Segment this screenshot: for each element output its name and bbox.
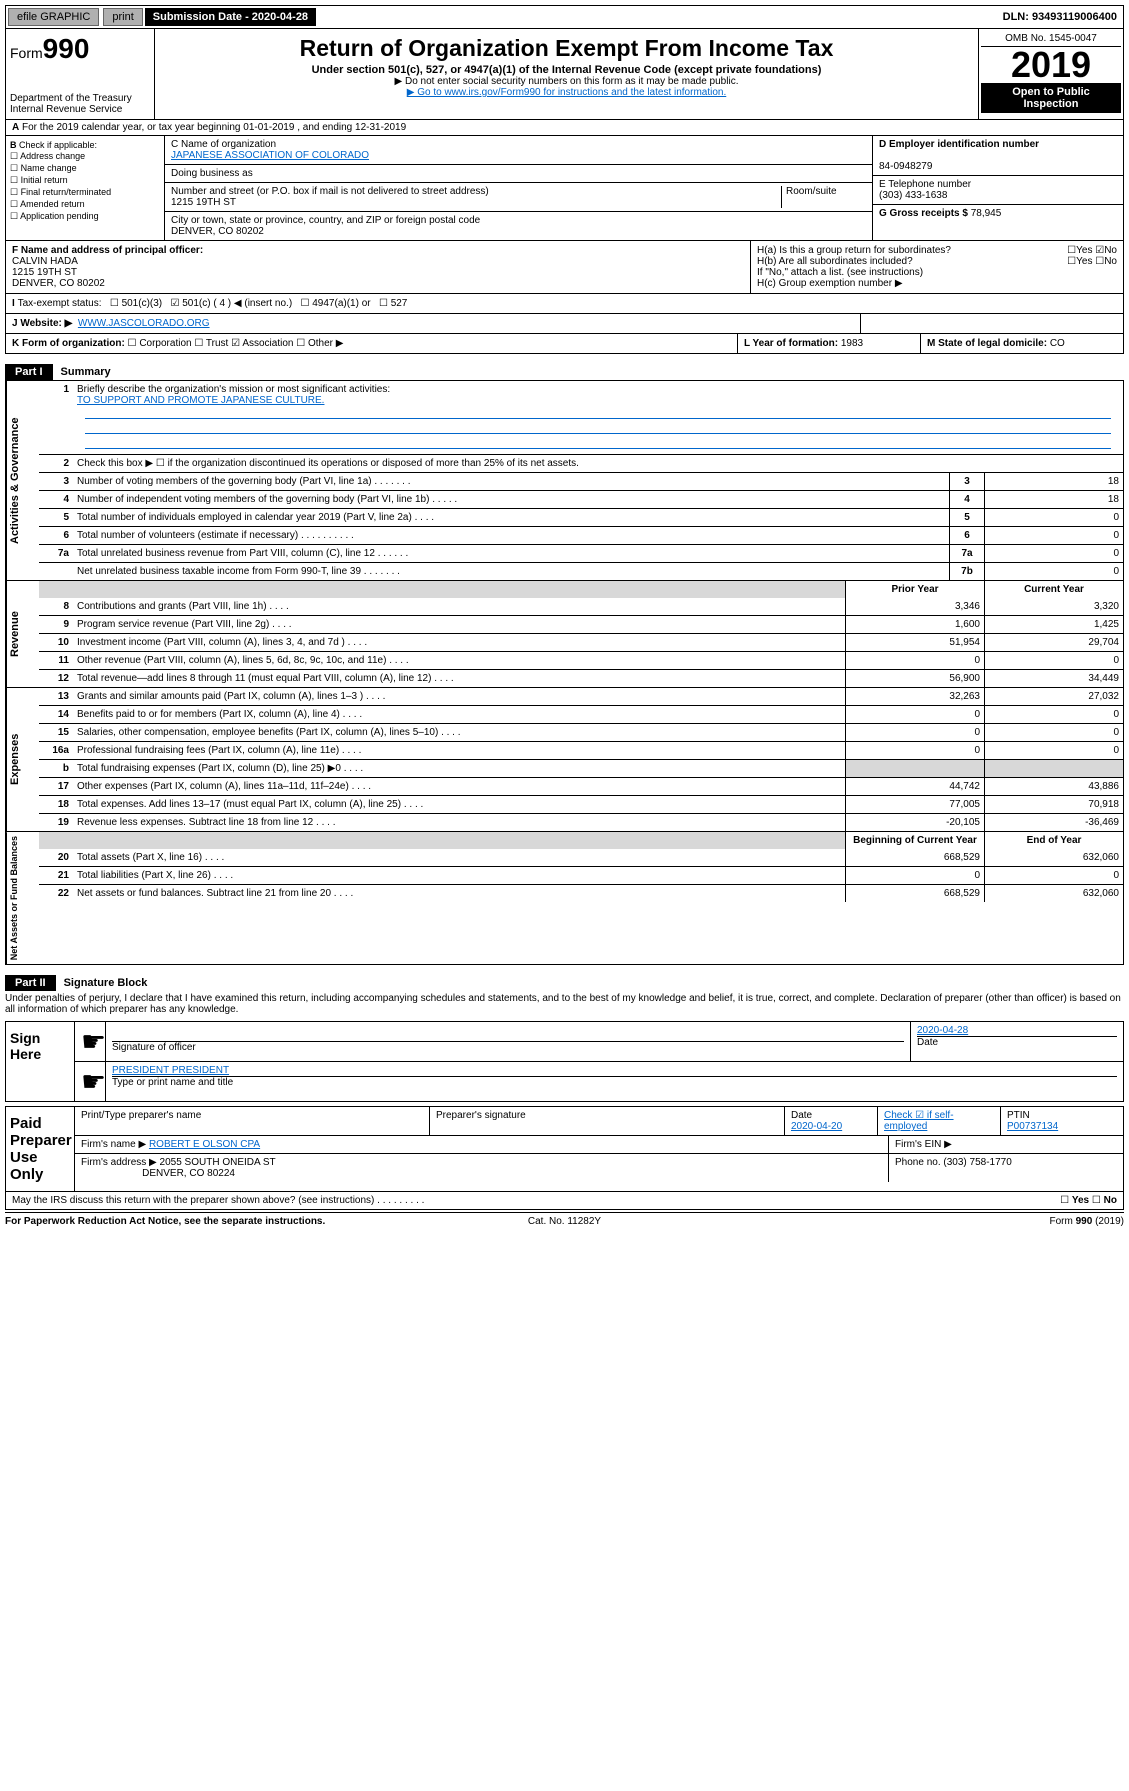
col-c: C Name of organizationJAPANESE ASSOCIATI… — [165, 136, 872, 240]
vtab-expenses: Expenses — [6, 688, 39, 831]
form-subtitle: Under section 501(c), 527, or 4947(a)(1)… — [159, 64, 974, 76]
row-a: A For the 2019 calendar year, or tax yea… — [5, 120, 1124, 136]
discuss-row: May the IRS discuss this return with the… — [5, 1192, 1124, 1210]
table-row: bTotal fundraising expenses (Part IX, co… — [39, 759, 1123, 777]
row-k: K Form of organization: ☐ Corporation ☐ … — [5, 334, 1124, 354]
table-row: 15Salaries, other compensation, employee… — [39, 723, 1123, 741]
vtab-netassets: Net Assets or Fund Balances — [6, 832, 39, 964]
table-row: 18Total expenses. Add lines 13–17 (must … — [39, 795, 1123, 813]
footer: For Paperwork Reduction Act Notice, see … — [5, 1212, 1124, 1230]
table-row: 9Program service revenue (Part VIII, lin… — [39, 615, 1123, 633]
row-i: I Tax-exempt status: ☐ 501(c)(3) ☑ 501(c… — [5, 294, 1124, 314]
irs: Internal Revenue Service — [10, 104, 150, 115]
table-row: 14Benefits paid to or for members (Part … — [39, 705, 1123, 723]
efile-btn[interactable]: efile GRAPHIC — [8, 8, 99, 26]
part-ii-header: Part IISignature Block — [5, 965, 1124, 991]
print-btn[interactable]: print — [103, 8, 142, 26]
table-row: 17Other expenses (Part IX, column (A), l… — [39, 777, 1123, 795]
vtab-revenue: Revenue — [6, 581, 39, 687]
top-bar: efile GRAPHIC print Submission Date - 20… — [5, 5, 1124, 29]
open-inspection: Open to Public Inspection — [981, 83, 1121, 113]
prep-date-link[interactable]: 2020-04-20 — [791, 1121, 842, 1132]
col-b: B Check if applicable: ☐ Address change … — [6, 136, 165, 240]
table-row: 19Revenue less expenses. Subtract line 1… — [39, 813, 1123, 831]
table-row: 21Total liabilities (Part X, line 26) . … — [39, 866, 1123, 884]
org-name-link[interactable]: JAPANESE ASSOCIATION OF COLORADO — [171, 150, 369, 161]
row-j: J Website: ▶ WWW.JASCOLORADO.ORG — [5, 314, 1124, 334]
section-fh: F Name and address of principal officer:… — [5, 241, 1124, 294]
note1: ▶ Do not enter social security numbers o… — [159, 76, 974, 87]
sign-date-link[interactable]: 2020-04-28 — [917, 1025, 968, 1036]
table-row: 20Total assets (Part X, line 16) . . . .… — [39, 849, 1123, 866]
form-title: Return of Organization Exempt From Incom… — [159, 35, 974, 62]
table-row: 8Contributions and grants (Part VIII, li… — [39, 598, 1123, 615]
table-row: 13Grants and similar amounts paid (Part … — [39, 688, 1123, 705]
submission-date: Submission Date - 2020-04-28 — [145, 8, 316, 26]
form-number: 990 — [43, 33, 90, 64]
mission-link[interactable]: TO SUPPORT AND PROMOTE JAPANESE CULTURE. — [77, 395, 324, 406]
website-link[interactable]: WWW.JASCOLORADO.ORG — [78, 318, 210, 329]
table-row: 22Net assets or fund balances. Subtract … — [39, 884, 1123, 902]
firm-name-link[interactable]: ROBERT E OLSON CPA — [149, 1139, 260, 1150]
ptin-link[interactable]: P00737134 — [1007, 1121, 1058, 1132]
dln: DLN: 93493119006400 — [997, 11, 1123, 23]
self-emp-link[interactable]: Check ☑ if self-employed — [884, 1110, 954, 1132]
penalty-text: Under penalties of perjury, I declare th… — [5, 991, 1124, 1017]
dept: Department of the Treasury — [10, 93, 150, 104]
form-word: Form — [10, 45, 43, 61]
note2-link[interactable]: ▶ Go to www.irs.gov/Form990 for instruct… — [407, 87, 727, 98]
tax-year: 2019 — [981, 47, 1121, 83]
section-bc: B Check if applicable: ☐ Address change … — [5, 136, 1124, 241]
sign-here: Sign Here ☛ Signature of officer 2020-04… — [5, 1021, 1124, 1102]
table-row: 10Investment income (Part VIII, column (… — [39, 633, 1123, 651]
table-row: 11Other revenue (Part VIII, column (A), … — [39, 651, 1123, 669]
vtab-activities: Activities & Governance — [6, 381, 39, 580]
officer-name-link[interactable]: PRESIDENT PRESIDENT — [112, 1065, 229, 1076]
part-i: Activities & Governance 1Briefly describ… — [5, 380, 1124, 965]
paid-preparer: Paid Preparer Use Only Print/Type prepar… — [5, 1106, 1124, 1192]
col-d: D Employer identification number84-09482… — [872, 136, 1123, 240]
table-row: 12Total revenue—add lines 8 through 11 (… — [39, 669, 1123, 687]
form-header: Form990 Department of the Treasury Inter… — [5, 29, 1124, 120]
table-row: 16aProfessional fundraising fees (Part I… — [39, 741, 1123, 759]
part-i-header: Part ISummary — [5, 354, 1124, 380]
